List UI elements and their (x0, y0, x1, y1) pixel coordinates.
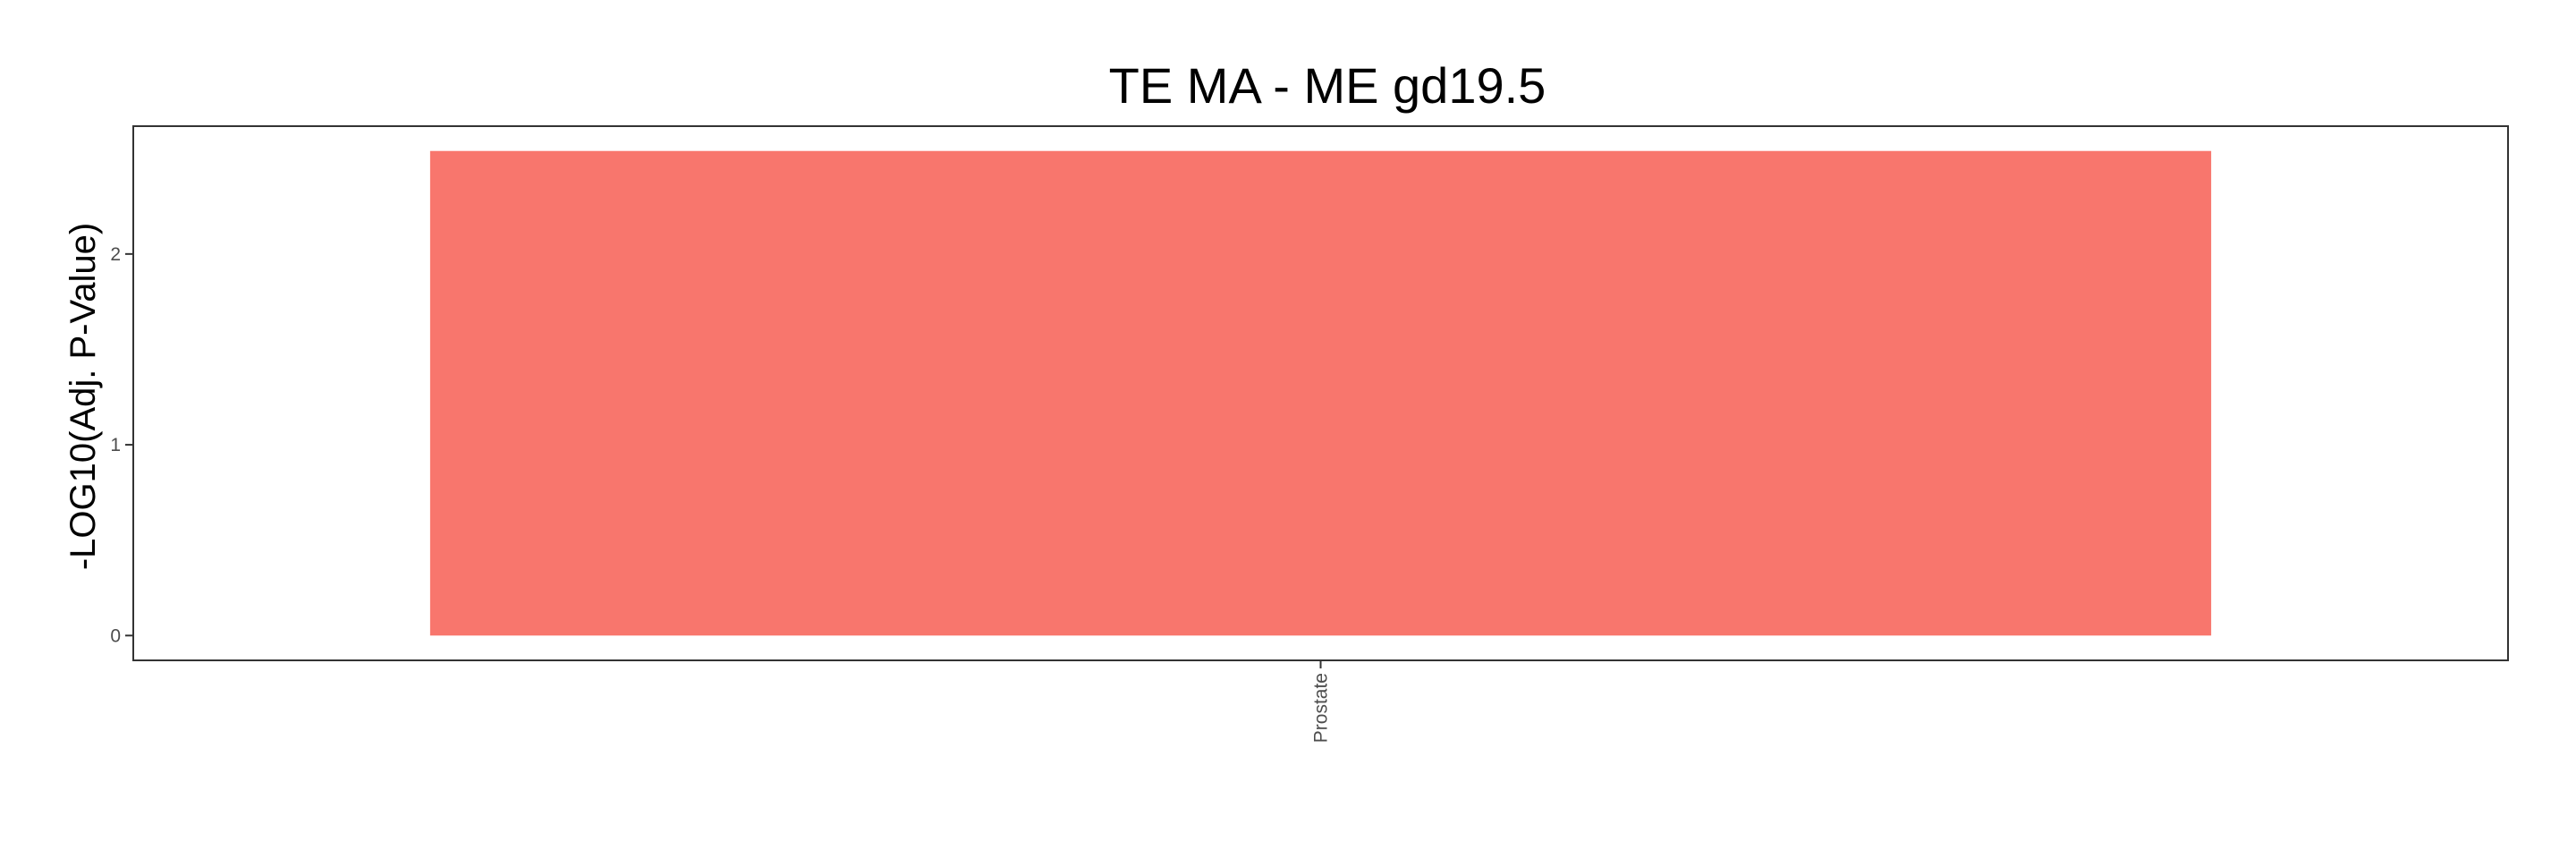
bar-prostate (429, 150, 2212, 636)
bars-group (429, 150, 2212, 636)
y-axis-ticks: 0 1 2 (110, 244, 133, 646)
y-axis-label: -LOG10(Adj. P-Value) (64, 223, 103, 570)
y-tick-label: 2 (110, 244, 121, 265)
y-tick-label: 0 (110, 625, 121, 646)
y-tick-label: 1 (110, 435, 121, 455)
chart-title: TE MA - ME gd19.5 (1109, 57, 1546, 114)
x-tick-label: Prostate (1311, 673, 1332, 743)
x-axis-ticks: Prostate (1311, 660, 1332, 743)
